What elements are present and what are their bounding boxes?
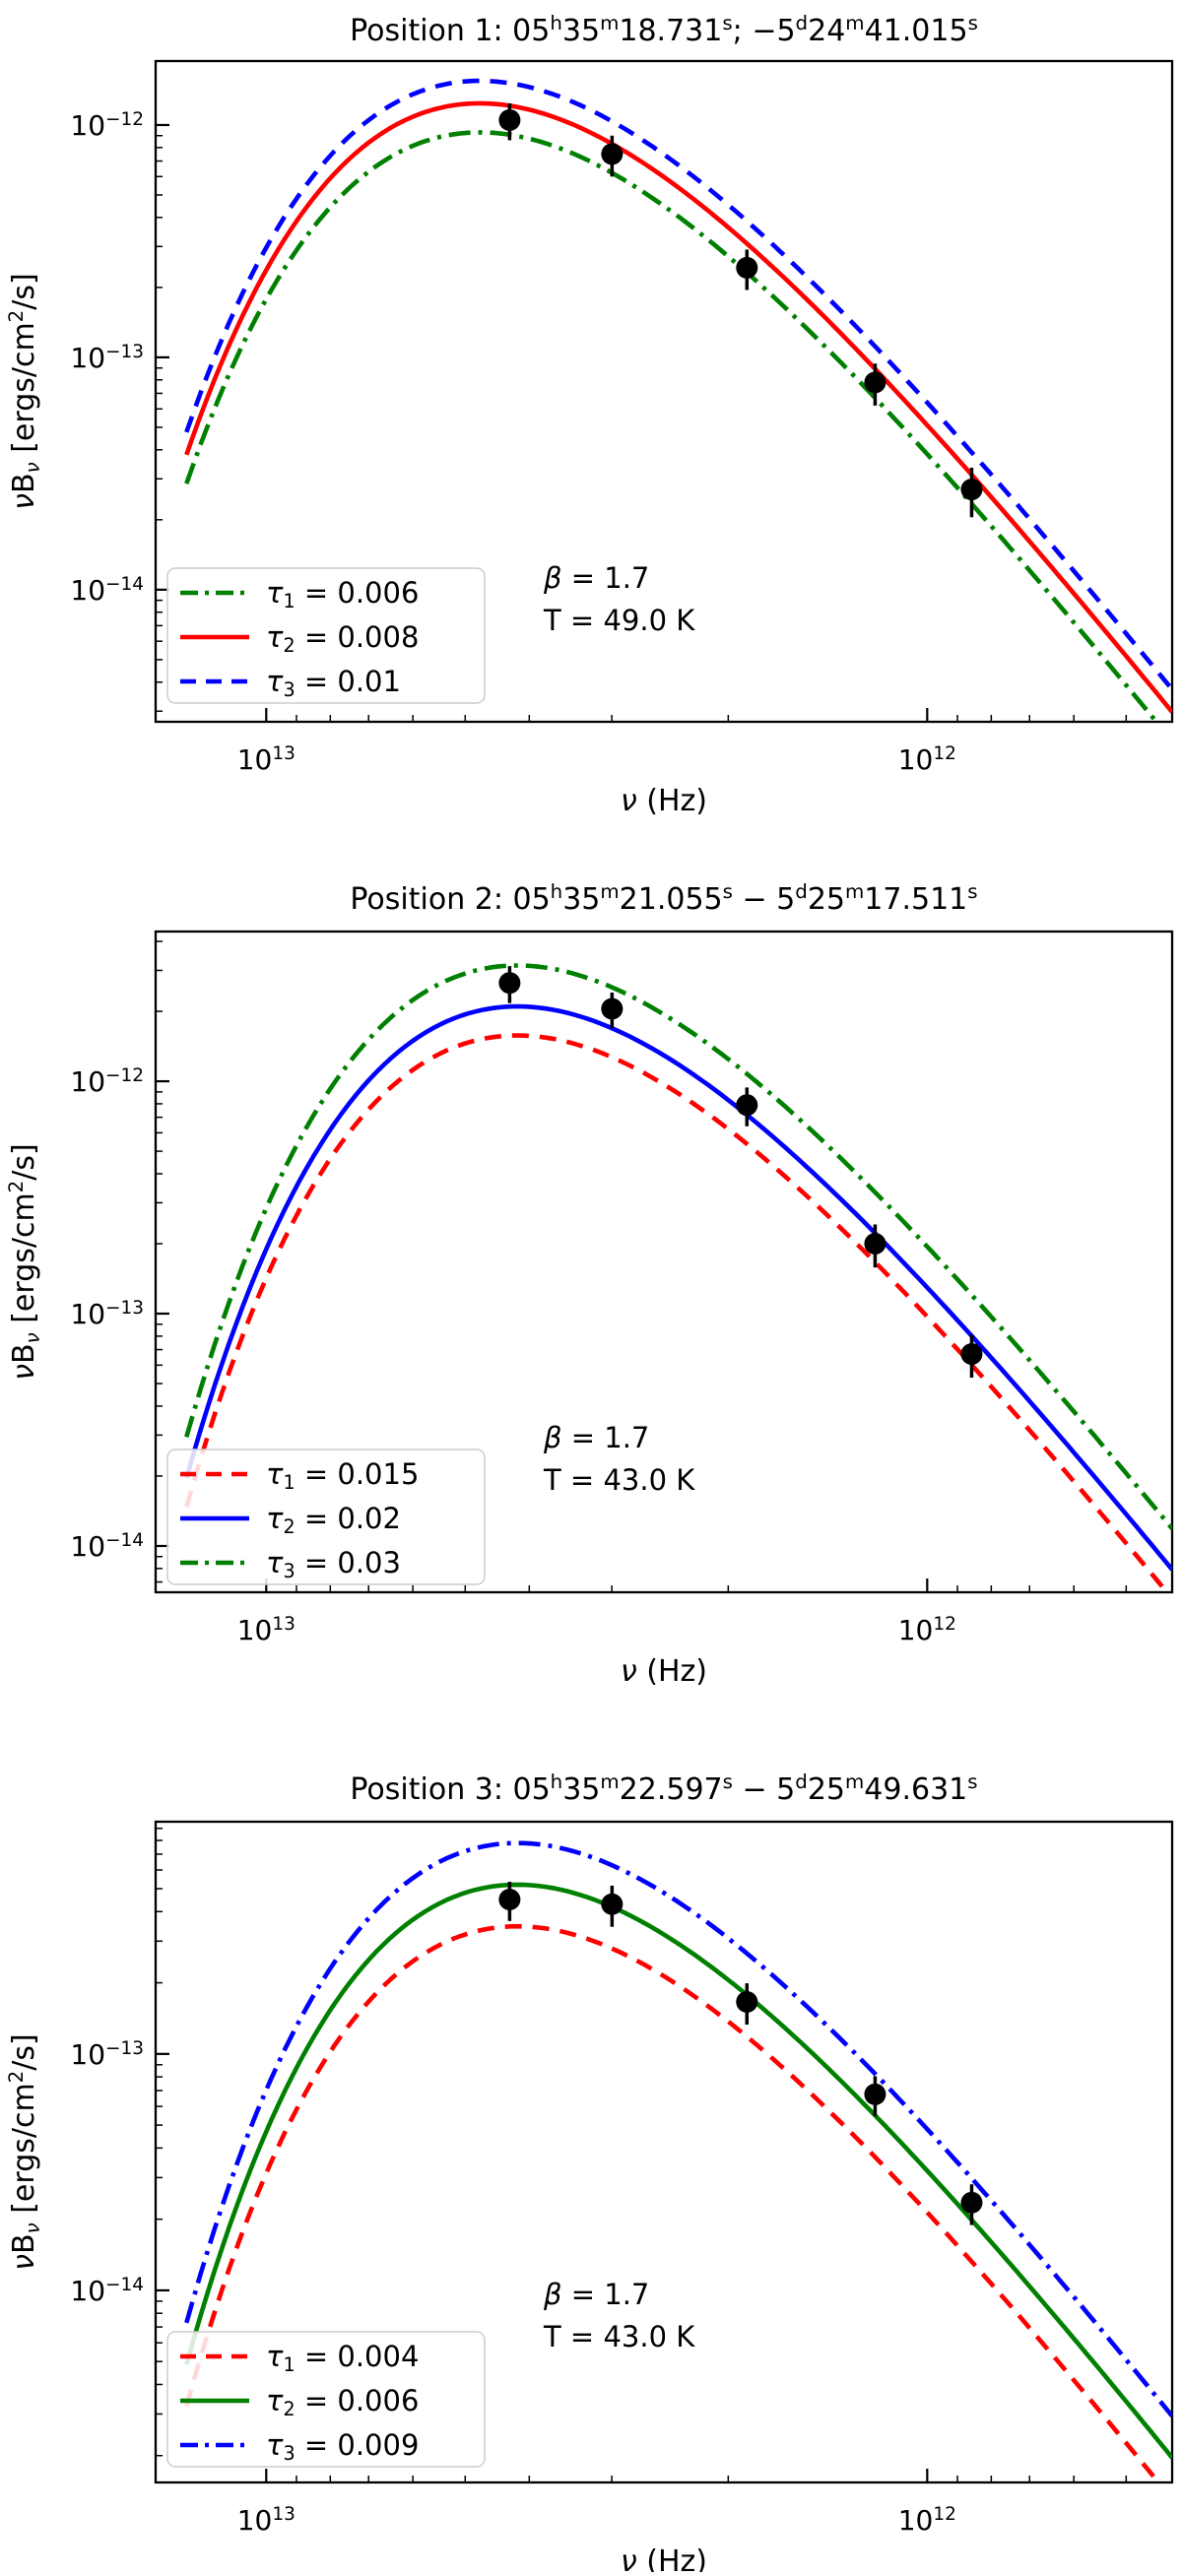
panel-3-y-axis-label: νBν [ergs/cm2/s]	[5, 2033, 43, 2270]
panel-1-plot-area	[154, 59, 1174, 724]
data-point	[736, 256, 758, 279]
legend-label: τ2 = 0.008	[266, 620, 419, 657]
panel-3-curve-tau1	[184, 1923, 1162, 2482]
legend-label: τ3 = 0.01	[266, 665, 401, 701]
legend-label: τ3 = 0.03	[266, 1546, 401, 1582]
panel-1-temperature-annotation: T = 49.0 K	[543, 604, 695, 637]
data-point	[864, 371, 886, 394]
data-point	[498, 972, 521, 995]
legend-item: τ2 = 0.008	[180, 620, 419, 657]
panel-2-temperature-annotation: T = 43.0 K	[543, 1463, 695, 1497]
data-point	[960, 1343, 983, 1366]
legend-item: τ1 = 0.006	[180, 576, 419, 612]
x-tick-label: 1013	[237, 743, 296, 776]
panel-1-y-axis: 10−12 10−13 10−14 νBν [ergs/cm2/s]	[5, 109, 169, 712]
legend-label: τ1 = 0.004	[266, 2340, 419, 2376]
legend-label: τ2 = 0.006	[266, 2384, 419, 2420]
panel-3-temperature-annotation: T = 43.0 K	[543, 2320, 695, 2353]
x-tick-label: 1013	[237, 1614, 296, 1646]
panel-1-curve-tau2	[184, 100, 1172, 714]
panel-1-y-axis-label: νBν [ergs/cm2/s]	[5, 273, 43, 509]
panel-3-x-axis: 1013 1012 ν (Hz)	[237, 2469, 1128, 2576]
panel-1: Position 1: 05h35m18.731s; −5d24m41.015s…	[5, 12, 1174, 818]
panel-2-beta-annotation: β = 1.7	[543, 1421, 649, 1454]
panel-3: Position 3: 05h35m22.597s − 5d25m49.631s…	[5, 1771, 1174, 2576]
panel-1-beta-annotation: β = 1.7	[543, 561, 649, 595]
y-tick-label: 10−14	[70, 1530, 144, 1563]
panel-3-data-points	[498, 1881, 983, 2225]
data-point	[498, 1889, 521, 1911]
legend-item: τ2 = 0.006	[180, 2384, 419, 2420]
legend-label: τ1 = 0.015	[266, 1457, 419, 1494]
legend-item: τ1 = 0.004	[180, 2340, 419, 2376]
data-point	[736, 1990, 758, 2013]
panel-2-x-axis-label: ν (Hz)	[621, 1654, 707, 1689]
panel-1-x-axis: 1013 1012 ν (Hz)	[237, 708, 1128, 818]
data-point	[864, 2083, 886, 2105]
x-tick-label: 1012	[898, 743, 956, 776]
x-tick-label: 1012	[898, 1614, 956, 1646]
data-point	[601, 998, 624, 1020]
data-point	[736, 1094, 758, 1117]
panel-2-curve-tau2	[184, 1003, 1172, 1572]
legend-item: τ3 = 0.03	[180, 1546, 401, 1582]
legend-box	[166, 1449, 486, 1585]
y-tick-label: 10−12	[70, 1065, 144, 1098]
panel-1-curve-tau1	[184, 130, 1159, 722]
panel-1-x-axis-label: ν (Hz)	[621, 784, 707, 818]
legend-box	[166, 567, 486, 704]
panel-2-plot-area	[154, 930, 1174, 1594]
y-tick-label: 10−13	[70, 342, 144, 374]
data-point	[601, 1893, 624, 1915]
data-point	[960, 2191, 983, 2214]
legend-item: τ3 = 0.009	[180, 2428, 419, 2465]
panel-2-data-points	[498, 966, 983, 1379]
panel-2-title: Position 2: 05h35m21.055s − 5d25m17.511s	[350, 880, 977, 917]
legend-label: τ2 = 0.02	[266, 1502, 401, 1538]
y-tick-label: 10−13	[70, 2038, 144, 2071]
panel-1-legend: τ1 = 0.006 τ2 = 0.008 τ3 = 0.01	[166, 567, 486, 704]
y-tick-label: 10−13	[70, 1298, 144, 1330]
y-tick-label: 10−14	[70, 574, 144, 607]
panel-2-legend: τ1 = 0.015 τ2 = 0.02 τ3 = 0.03	[166, 1449, 486, 1585]
data-point	[601, 143, 624, 165]
legend-label: τ1 = 0.006	[266, 576, 419, 612]
data-point	[960, 479, 983, 501]
y-tick-label: 10−14	[70, 2275, 144, 2307]
panel-1-data-points	[498, 102, 983, 518]
panel-2-curve-tau3	[184, 963, 1172, 1530]
panel-3-curve-tau2	[184, 1882, 1172, 2460]
panel-3-plot-area	[154, 1820, 1174, 2484]
panel-3-x-axis-label: ν (Hz)	[621, 2544, 707, 2572]
data-point	[498, 108, 521, 131]
data-point	[864, 1232, 886, 1255]
panel-2-y-axis-label: νBν [ergs/cm2/s]	[5, 1143, 43, 1380]
panel-3-curve-tau3	[184, 1840, 1172, 2418]
panel-3-beta-annotation: β = 1.7	[543, 2278, 649, 2311]
legend-item: τ2 = 0.02	[180, 1502, 401, 1538]
panel-3-title: Position 3: 05h35m22.597s − 5d25m49.631s	[350, 1771, 977, 1807]
x-tick-label: 1013	[237, 2504, 296, 2537]
panel-3-y-axis: 10−13 10−14 νBν [ergs/cm2/s]	[5, 1827, 169, 2457]
legend-label: τ3 = 0.009	[266, 2428, 419, 2465]
panel-1-title: Position 1: 05h35m18.731s; −5d24m41.015s	[350, 12, 978, 48]
legend-item: τ1 = 0.015	[180, 1457, 419, 1494]
x-tick-label: 1012	[898, 2504, 956, 2537]
panel-2: Position 2: 05h35m21.055s − 5d25m17.511s…	[5, 880, 1174, 1689]
y-tick-label: 10−12	[70, 109, 144, 142]
panel-2-x-axis: 1013 1012 ν (Hz)	[237, 1578, 1128, 1689]
legend-item: τ3 = 0.01	[180, 665, 401, 701]
panel-1-curve-tau3	[184, 78, 1172, 691]
panel-2-curve-tau1	[184, 1033, 1170, 1592]
legend-box	[166, 2331, 486, 2468]
panel-3-legend: τ1 = 0.004 τ2 = 0.006 τ3 = 0.009	[166, 2331, 486, 2468]
panel-2-y-axis: 10−12 10−13 10−14 νBν [ergs/cm2/s]	[5, 940, 169, 1583]
